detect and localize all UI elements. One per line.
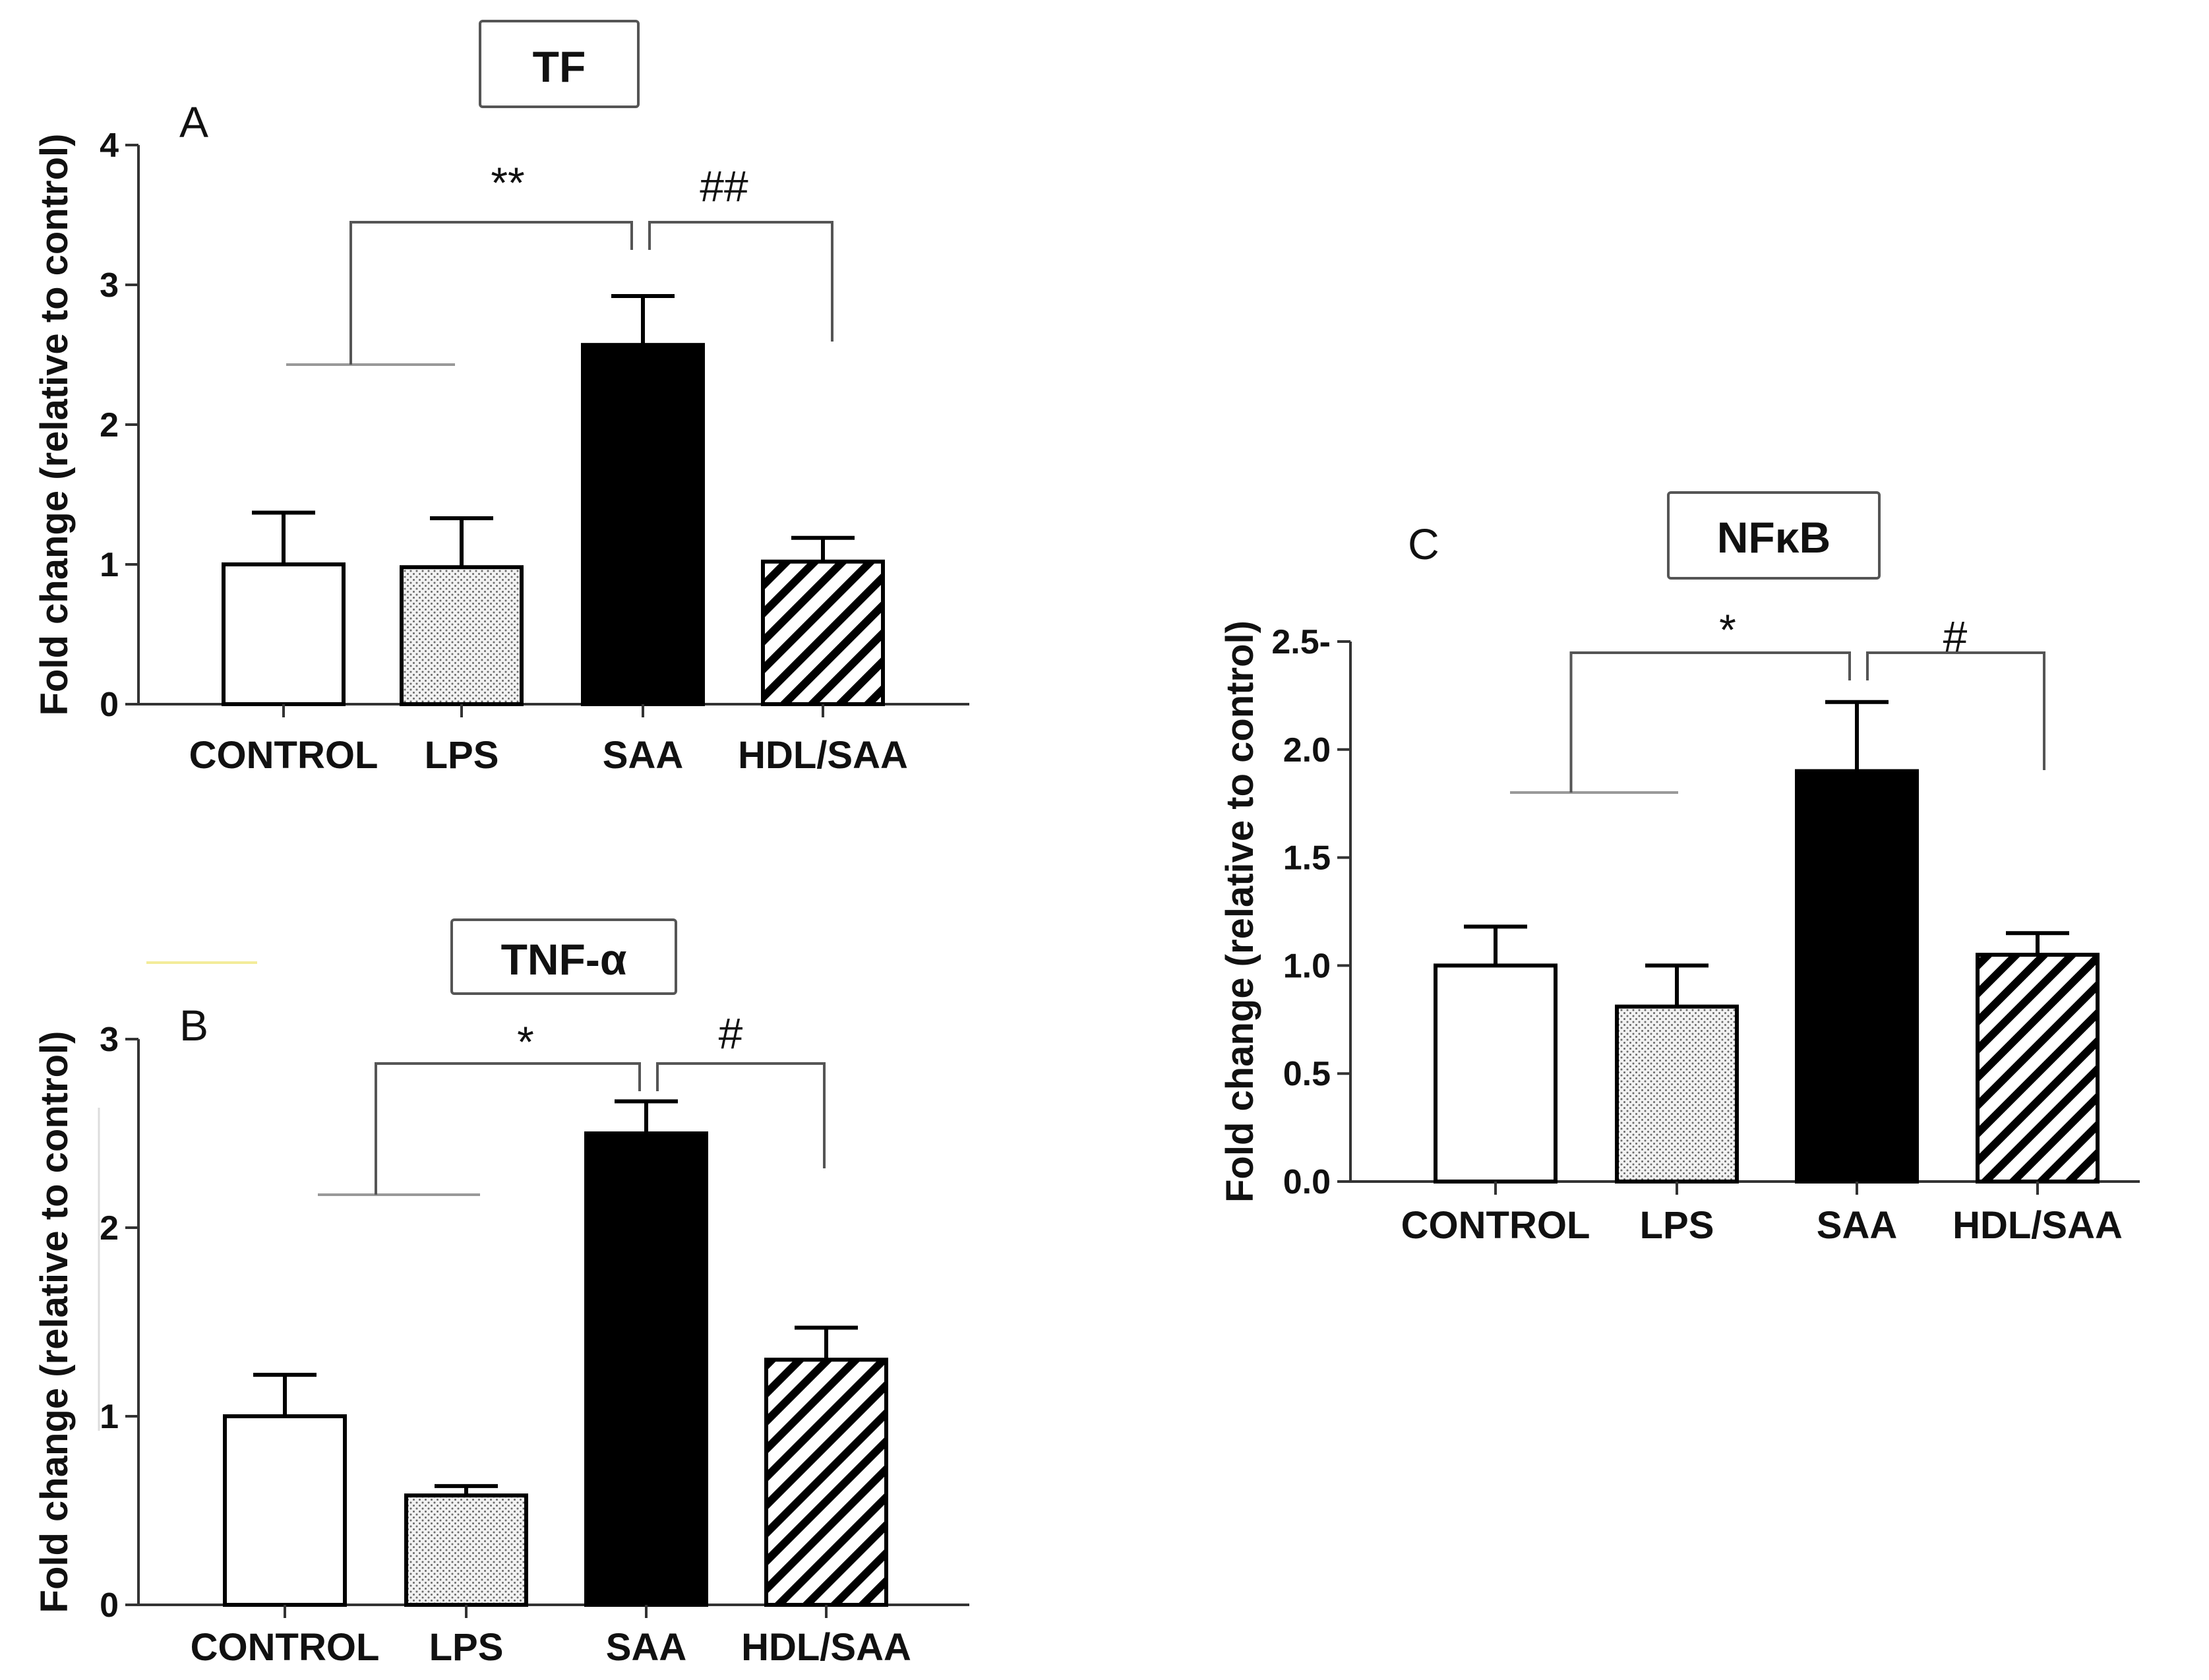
bar-saa [584, 1131, 708, 1607]
comparison-bracket-left [1569, 651, 1851, 793]
bar-control [1434, 963, 1558, 1184]
y-tick-label: 2.0 [1283, 731, 1331, 769]
chart-title-box [1667, 491, 1881, 580]
category-label-saa: SAA [603, 734, 683, 777]
y-tick-label: 2 [100, 1209, 119, 1247]
bar-saa [1795, 769, 1919, 1184]
category-label-lps: LPS [425, 734, 499, 777]
category-label-saa: SAA [1817, 1204, 1897, 1247]
y-tick-label: 1.5 [1283, 839, 1331, 878]
bar-control [222, 562, 346, 706]
category-label-hdl-saa: HDL/SAA [741, 1626, 911, 1669]
y-tick-label: 1 [100, 546, 119, 584]
y-tick-label: 2.5- [1271, 623, 1331, 661]
bar-control [223, 1414, 347, 1607]
category-label-control: CONTROL [1401, 1204, 1590, 1247]
panel-letter: C [1408, 520, 1439, 568]
y-tick-label: 2 [100, 406, 119, 444]
y-tick-label: 1 [100, 1398, 119, 1436]
y-tick-label: 0 [100, 686, 119, 724]
bar-saa [581, 343, 705, 706]
comparison-bracket-left [349, 221, 633, 365]
y-tick-label: 1.0 [1283, 947, 1331, 985]
comparison-bracket-right [1866, 651, 2045, 770]
comparison-bracket-right [656, 1062, 826, 1168]
significance-label-saa-vs-controls: * [517, 1017, 534, 1066]
chart-title-box [479, 20, 640, 108]
significance-label-saa-vs-controls: * [1719, 605, 1736, 654]
bar-hdl-saa [1976, 953, 2100, 1184]
chart-title: TNF-α [501, 935, 627, 984]
significance-label-saa-vs-hdl: # [719, 1009, 743, 1058]
y-tick-label: 3 [100, 1021, 119, 1059]
category-label-lps: LPS [429, 1626, 504, 1669]
chart-title-box [450, 918, 677, 995]
bar-hdl-saa [761, 559, 885, 707]
panel-c-nfkb: NFκB C Fold change (relative to control) 0.… [1219, 491, 2140, 1247]
significance-label-saa-vs-hdl: ## [700, 162, 748, 210]
y-tick-label: 0.5 [1283, 1055, 1331, 1093]
category-label-lps: LPS [1640, 1204, 1714, 1247]
bar-lps [404, 1493, 528, 1607]
category-label-saa: SAA [606, 1626, 686, 1669]
panel-letter: B [179, 1001, 208, 1050]
chart-title: TF [533, 42, 586, 91]
y-axis-label: Fold change (relative to control) [33, 1031, 76, 1613]
bar-lps [400, 565, 524, 706]
y-axis-label: Fold change (relative to control) [1219, 620, 1261, 1203]
y-axis-label: Fold change (relative to control) [33, 134, 76, 716]
significance-label-saa-vs-controls: ** [491, 158, 524, 207]
bar-hdl-saa [764, 1358, 888, 1607]
panel-letter: A [179, 98, 208, 146]
panel-b-tnf-alpha: TNF-α B Fold change (relative to control) 0… [33, 918, 969, 1669]
comparison-bracket-right [648, 221, 833, 342]
panel-a-tf: TF A Fold change (relative to control) 0 1 2 3… [33, 20, 969, 777]
category-label-control: CONTROL [191, 1626, 380, 1669]
y-tick-label: 0 [100, 1586, 119, 1625]
comparison-bracket-left [375, 1062, 641, 1195]
category-label-hdl-saa: HDL/SAA [738, 734, 908, 777]
y-tick-label: 0.0 [1283, 1163, 1331, 1201]
chart-title: NFκB [1717, 513, 1831, 562]
y-tick-label: 4 [100, 127, 119, 165]
category-label-control: CONTROL [189, 734, 378, 777]
significance-label-saa-vs-hdl: # [1943, 612, 1968, 661]
bar-lps [1615, 1004, 1739, 1184]
y-tick-label: 3 [100, 266, 119, 305]
category-label-hdl-saa: HDL/SAA [1952, 1204, 2123, 1247]
